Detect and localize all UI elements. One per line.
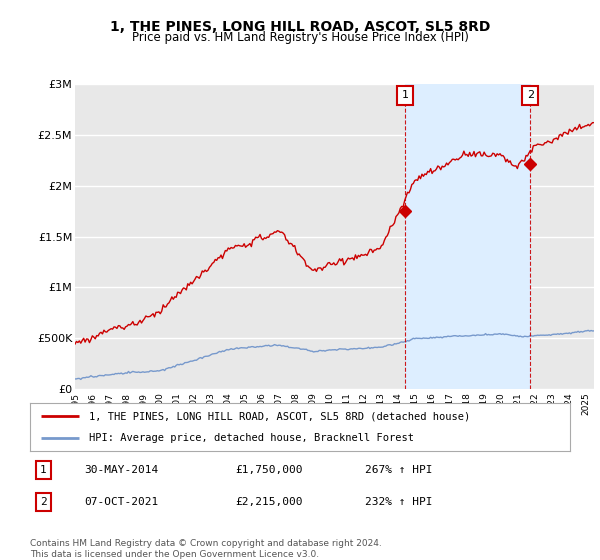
Bar <box>405 84 530 389</box>
Text: 30-MAY-2014: 30-MAY-2014 <box>84 465 158 475</box>
Text: HPI: Average price, detached house, Bracknell Forest: HPI: Average price, detached house, Brac… <box>89 433 415 443</box>
Text: 232% ↑ HPI: 232% ↑ HPI <box>365 497 432 507</box>
Text: £1,750,000: £1,750,000 <box>235 465 303 475</box>
Text: Price paid vs. HM Land Registry's House Price Index (HPI): Price paid vs. HM Land Registry's House … <box>131 31 469 44</box>
Text: 1: 1 <box>402 90 409 100</box>
Text: 267% ↑ HPI: 267% ↑ HPI <box>365 465 432 475</box>
Text: 2: 2 <box>40 497 47 507</box>
Text: Contains HM Land Registry data © Crown copyright and database right 2024.
This d: Contains HM Land Registry data © Crown c… <box>30 539 382 559</box>
Text: 1, THE PINES, LONG HILL ROAD, ASCOT, SL5 8RD (detached house): 1, THE PINES, LONG HILL ROAD, ASCOT, SL5… <box>89 411 470 421</box>
Text: 1, THE PINES, LONG HILL ROAD, ASCOT, SL5 8RD: 1, THE PINES, LONG HILL ROAD, ASCOT, SL5… <box>110 20 490 34</box>
Text: 2: 2 <box>527 90 534 100</box>
Text: 1: 1 <box>40 465 47 475</box>
Text: 07-OCT-2021: 07-OCT-2021 <box>84 497 158 507</box>
Text: £2,215,000: £2,215,000 <box>235 497 303 507</box>
